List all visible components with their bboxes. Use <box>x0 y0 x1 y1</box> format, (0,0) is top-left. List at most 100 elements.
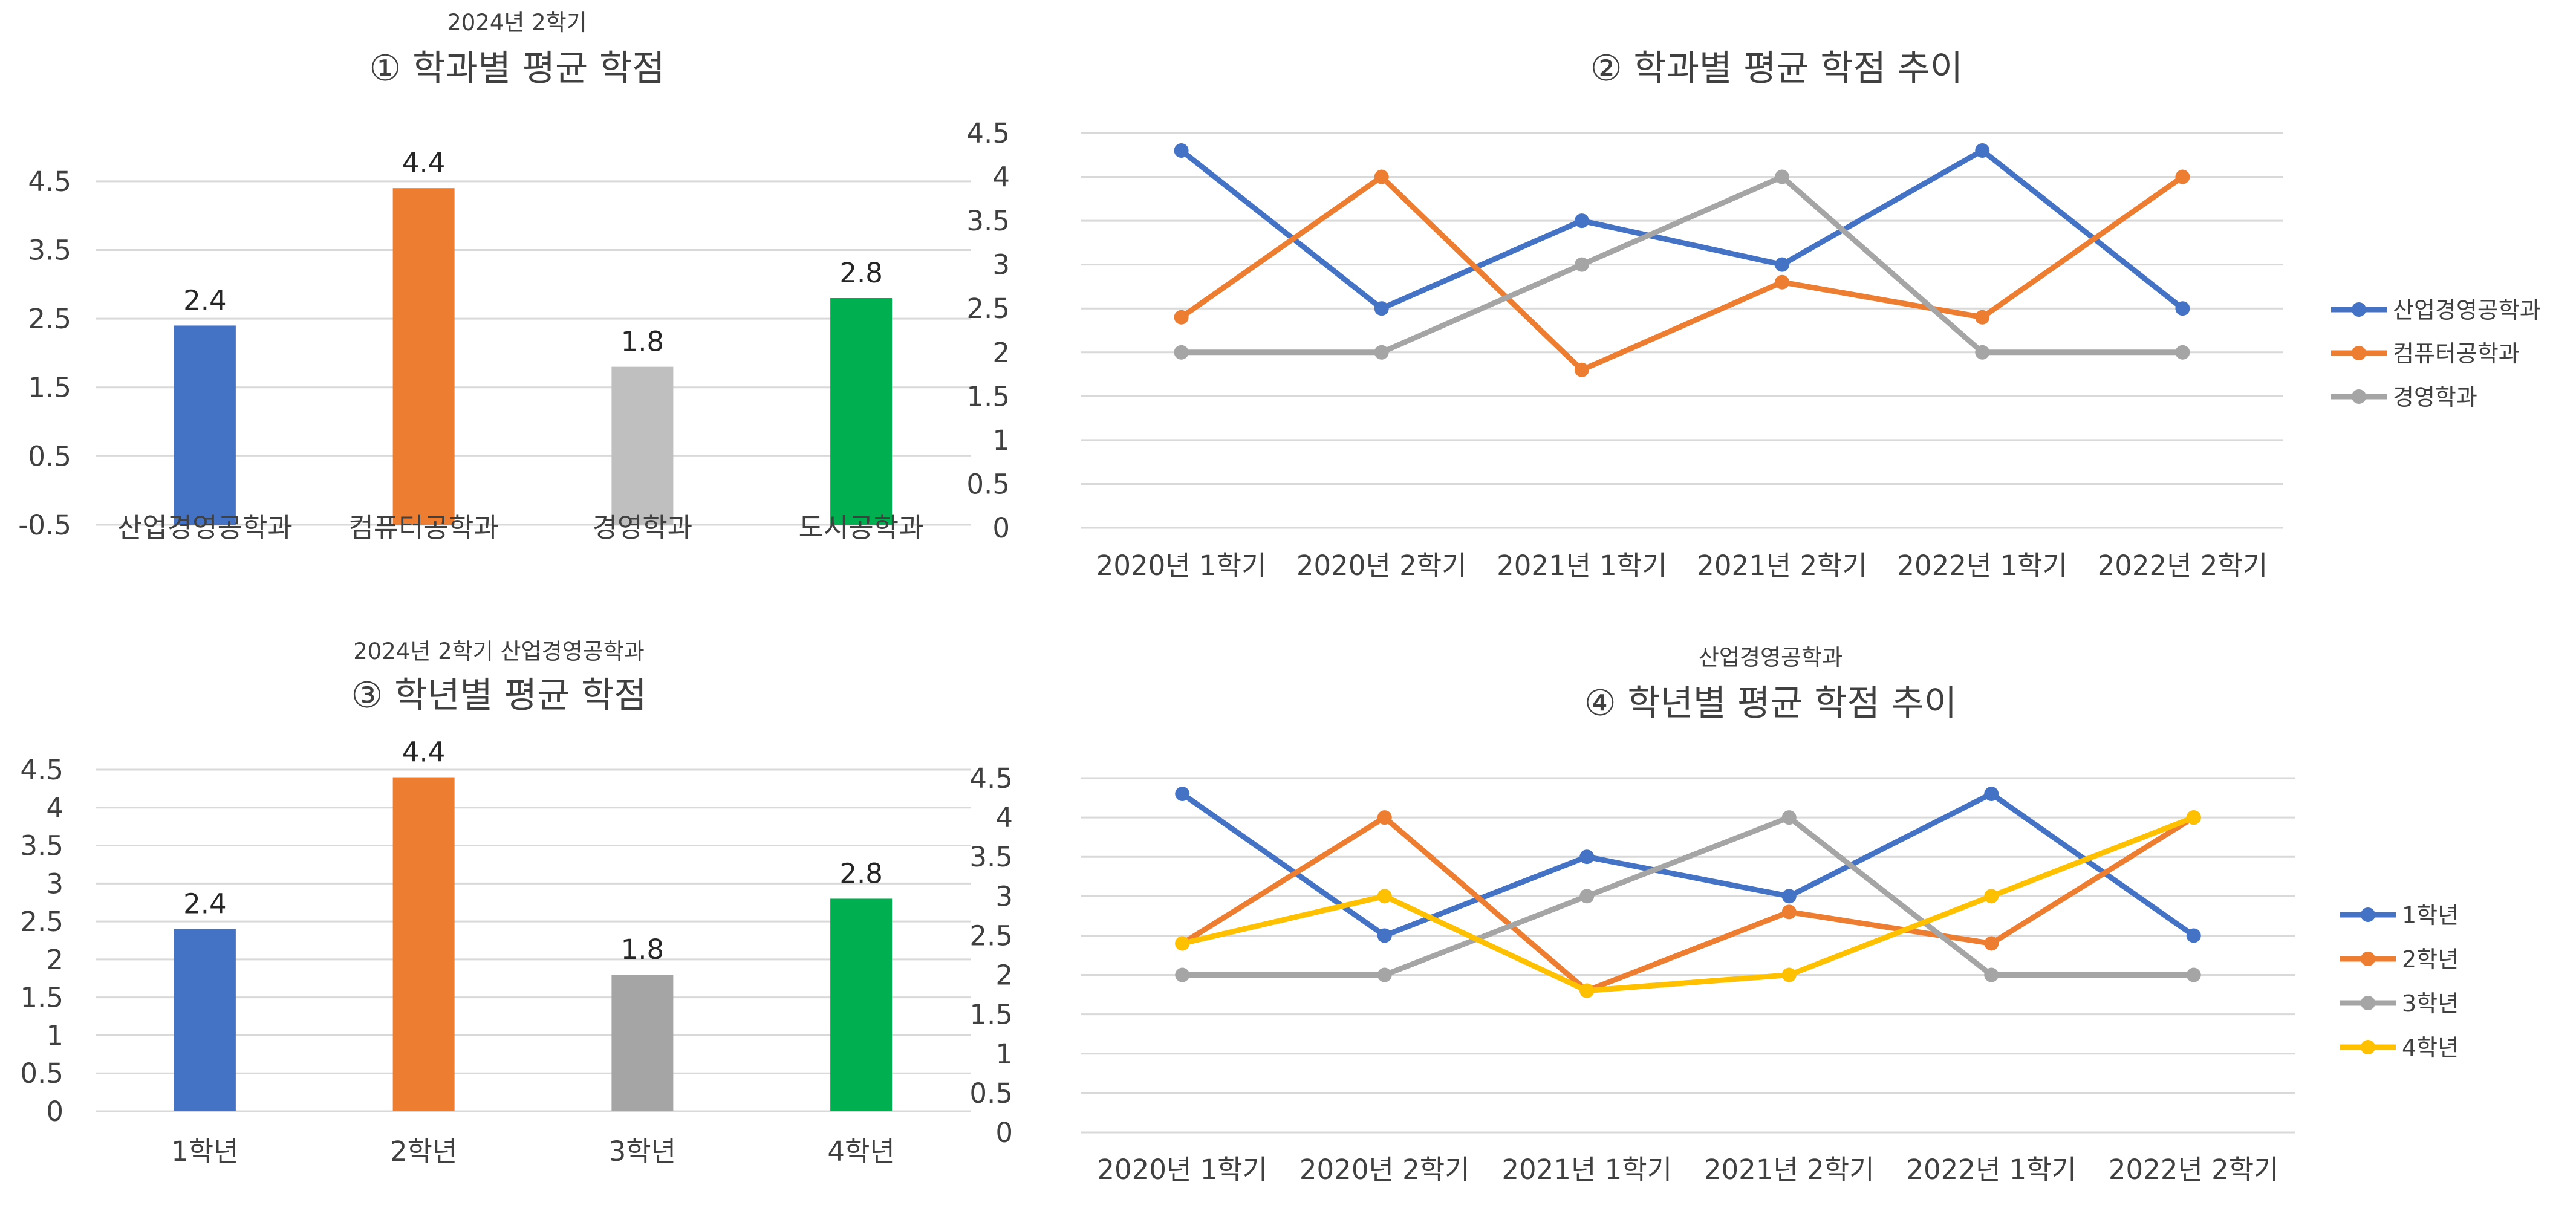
chart-3-svg: 2024년 2학기 산업경영공학과 ③ 학년별 평균 학점 0 0.5 1 1.5 2 2… <box>20 638 971 1167</box>
chart-3-gridlines <box>96 768 971 1112</box>
data-point <box>1579 889 1595 904</box>
bar <box>174 325 236 525</box>
y-tick-label: -0.5 <box>18 509 71 541</box>
data-point <box>1377 889 1392 904</box>
data-point <box>1781 967 1797 982</box>
x-tick-label: 도시공학과 <box>799 511 924 544</box>
chart-2-y-axis: 0 0.5 1 1.5 2 2.5 3 3.5 4 4.5 <box>966 117 1010 544</box>
data-point <box>1775 257 1790 272</box>
series-line <box>1181 174 2183 356</box>
data-point <box>1174 310 1189 325</box>
data-point <box>1377 967 1392 982</box>
chart-4-series <box>1175 787 2201 998</box>
legend-marker <box>2352 389 2366 404</box>
chart-2-series <box>1174 143 2190 377</box>
x-tick-label: 컴퓨터공학과 <box>348 511 498 544</box>
series-line <box>1180 814 2196 994</box>
chart-1-gridlines <box>96 180 971 526</box>
y-tick-label: 0 <box>46 1096 63 1128</box>
y-tick-label: 2.5 <box>28 303 71 335</box>
data-point <box>1984 787 1999 802</box>
data-point <box>1174 143 1189 158</box>
chart-2-x-axis: 2020년 1학기 2020년 2학기 2021년 1학기 2021년 2학기 2022… <box>1096 550 2268 582</box>
x-tick-label: 2학년 <box>390 1135 457 1167</box>
chart-1-svg: 2024년 2학기 ① 학과별 평균 학점 -0.5 0.5 1.5 2.5 3.5 4.… <box>18 10 971 544</box>
legend-label: 경영학과 <box>2393 384 2477 411</box>
y-tick-label: 0.5 <box>20 1057 63 1089</box>
legend-label: 4학년 <box>2402 1034 2459 1061</box>
chart-3-grade-year-avg: 2024년 2학기 산업경영공학과 ③ 학년별 평균 학점 0 0.5 1 1.5 2 2… <box>0 605 980 1211</box>
bar <box>830 298 893 525</box>
chart-4-year-grade-trend: 산업경영공학과 ④ 학년별 평균 학점 추이 0 0.5 1 1.5 2 2.5 3 3.5 4… <box>969 605 2576 1211</box>
data-label: 2.4 <box>183 888 227 920</box>
y-tick-label: 2 <box>992 337 1010 369</box>
data-point <box>1574 362 1589 377</box>
chart-3-x-axis: 1학년 2학년 3학년 4학년 <box>171 1135 895 1167</box>
y-tick-label: 2.5 <box>969 920 1013 952</box>
data-point <box>1377 928 1392 943</box>
data-point <box>1579 849 1595 865</box>
legend-marker <box>2352 302 2366 317</box>
data-point <box>1775 169 1790 184</box>
y-tick-label: 3.5 <box>20 830 63 862</box>
data-point <box>1975 310 1990 325</box>
x-tick-label: 1학년 <box>171 1135 238 1167</box>
bar <box>611 366 674 525</box>
y-tick-label: 0 <box>995 1117 1013 1149</box>
y-tick-label: 3.5 <box>28 234 71 266</box>
x-tick-label: 2021년 1학기 <box>1497 550 1667 582</box>
data-point <box>1781 810 1797 825</box>
data-point <box>1781 904 1797 920</box>
data-label: 2.8 <box>839 857 883 889</box>
chart-3-subtitle: 2024년 2학기 산업경영공학과 <box>353 638 645 664</box>
data-point <box>1374 301 1389 316</box>
chart-4-gridlines <box>1081 777 2295 1134</box>
chart-4-x-axis: 2020년 1학기 2020년 2학기 2021년 1학기 2021년 2학기 2022… <box>1097 1154 2278 1186</box>
y-tick-label: 1 <box>46 1019 63 1051</box>
x-tick-label: 2021년 2학기 <box>1697 550 1867 582</box>
chart-1-bars <box>174 188 893 525</box>
data-point <box>1574 257 1589 272</box>
legend-marker <box>2361 1040 2375 1054</box>
x-tick-label: 2022년 1학기 <box>1897 550 2067 582</box>
chart-4-title: ④ 학년별 평균 학점 추이 <box>1584 682 1957 724</box>
data-label: 1.8 <box>621 326 665 358</box>
chart-1-x-axis: 산업경영공학과 컴퓨터공학과 경영학과 도시공학과 <box>117 511 924 544</box>
data-point <box>2186 928 2201 943</box>
chart-2-dept-grade-trend: ② 학과별 평균 학점 추이 0 0.5 1 1.5 2 2.5 3 3.5 4 4.5 2020… <box>966 0 2576 605</box>
chart-1-dept-avg-grade: 2024년 2학기 ① 학과별 평균 학점 -0.5 0.5 1.5 2.5 3.5 4.… <box>0 0 980 605</box>
y-tick-label: 1.5 <box>28 372 71 404</box>
y-tick-label: 1 <box>992 424 1010 456</box>
x-tick-label: 2022년 1학기 <box>1906 1154 2077 1186</box>
x-tick-label: 2020년 2학기 <box>1299 1154 1470 1186</box>
data-point <box>1175 936 1190 951</box>
y-tick-label: 3 <box>992 249 1010 281</box>
data-label: 2.4 <box>183 284 227 316</box>
x-tick-label: 3학년 <box>609 1135 676 1167</box>
chart-2-title: ② 학과별 평균 학점 추이 <box>1590 47 1963 89</box>
data-point <box>1175 787 1190 802</box>
chart-4-svg: 산업경영공학과 ④ 학년별 평균 학점 추이 0 0.5 1 1.5 2 2.5 3 3.5 4… <box>969 644 2459 1186</box>
y-tick-label: 4.5 <box>20 754 63 786</box>
series-line <box>1182 814 2195 994</box>
y-tick-label: 0 <box>992 512 1010 544</box>
data-point <box>1374 345 1389 360</box>
x-tick-label: 2021년 2학기 <box>1704 1154 1875 1186</box>
x-tick-label: 2020년 1학기 <box>1096 550 1267 582</box>
series-line <box>1180 174 2184 373</box>
y-tick-label: 1.5 <box>966 380 1010 412</box>
legend-label: 산업경영공학과 <box>2393 297 2541 323</box>
chart-3-bars <box>174 777 893 1111</box>
bar <box>830 898 893 1111</box>
chart-3-y-axis: 0 0.5 1 1.5 2 2.5 3 3.5 4 4.5 <box>20 754 63 1128</box>
data-point <box>1175 967 1190 982</box>
chart-2-gridlines <box>1081 132 2283 529</box>
bar <box>174 929 236 1111</box>
x-tick-label: 4학년 <box>827 1135 894 1167</box>
series-line <box>1179 148 2185 311</box>
data-point <box>1377 810 1392 825</box>
chart-2-svg: ② 학과별 평균 학점 추이 0 0.5 1 1.5 2 2.5 3 3.5 4 4.5 2020… <box>966 47 2541 582</box>
legend-label: 컴퓨터공학과 <box>2393 340 2520 367</box>
chart-1-subtitle: 2024년 2학기 <box>447 10 587 36</box>
